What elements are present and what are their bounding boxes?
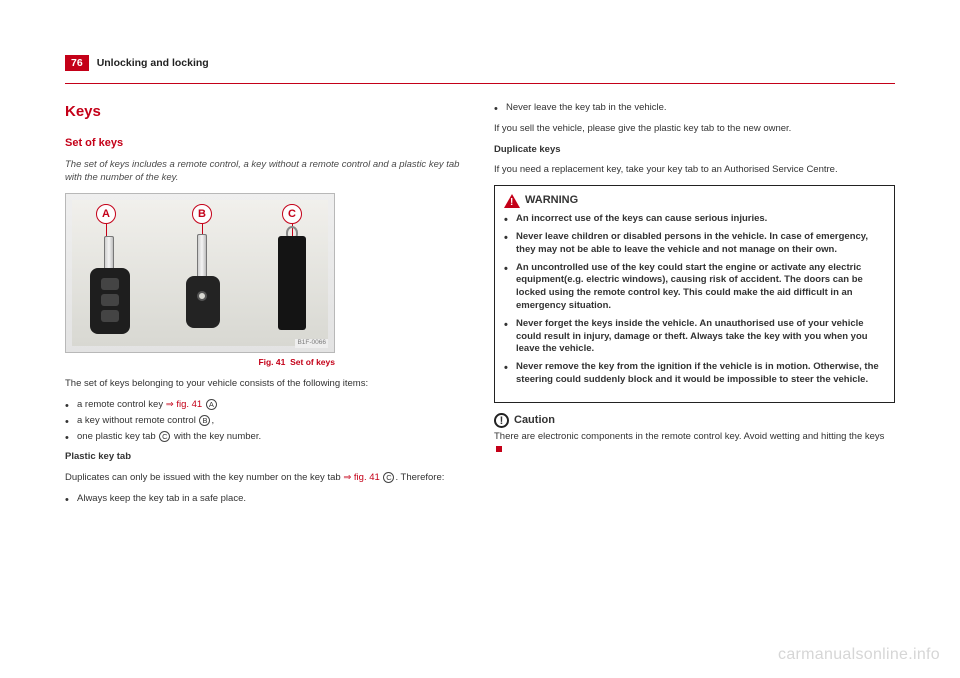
right-column: Never leave the key tab in the vehicle. … — [494, 102, 895, 514]
intro-text: The set of keys includes a remote contro… — [65, 159, 466, 185]
list-item: a key without remote control B, — [65, 415, 466, 428]
standard-key-icon — [186, 234, 220, 338]
warning-triangle-icon — [504, 194, 520, 208]
list-item: Never leave children or disabled persons… — [504, 231, 885, 257]
plastic-key-tab-heading: Plastic key tab — [65, 451, 466, 464]
header-rule — [65, 83, 895, 84]
list-item: one plastic key tab C with the key numbe… — [65, 431, 466, 444]
figure-ref: B1F-0066 — [295, 339, 328, 348]
manual-page: 76 Unlocking and locking Keys Set of key… — [0, 0, 960, 678]
figure-label-b: B — [192, 204, 212, 224]
ref-letter-c: C — [159, 431, 170, 442]
duplicates-text: Duplicates can only be issued with the k… — [65, 472, 466, 485]
section-title: Unlocking and locking — [97, 57, 209, 69]
page-number-badge: 76 — [65, 55, 89, 71]
warning-header: WARNING — [504, 193, 885, 208]
duplicate-keys-body: If you need a replacement key, take your… — [494, 164, 895, 177]
top-list: Never leave the key tab in the vehicle. — [494, 102, 895, 115]
list-item: Never leave the key tab in the vehicle. — [494, 102, 895, 115]
ref-letter-a: A — [206, 399, 217, 410]
heading-keys: Keys — [65, 102, 466, 122]
list-intro: The set of keys belonging to your vehicl… — [65, 378, 466, 391]
figure-caption: Fig. 41 Set of keys — [65, 357, 335, 368]
figure-label-a: A — [96, 204, 116, 224]
remote-key-icon — [84, 238, 136, 334]
caution-header: ! Caution — [494, 413, 895, 428]
watermark: carmanualsonline.info — [778, 646, 940, 664]
list-item: a remote control key ⇒ fig. 41 A — [65, 399, 466, 412]
sell-text: If you sell the vehicle, please give the… — [494, 123, 895, 136]
ref-letter-b: B — [199, 415, 210, 426]
figure-caption-num: Fig. 41 — [258, 357, 285, 367]
list-item: Never remove the key from the ignition i… — [504, 361, 885, 387]
therefore-list: Always keep the key tab in a safe place. — [65, 493, 466, 506]
list-item: An incorrect use of the keys can cause s… — [504, 213, 885, 226]
fig-link: ⇒ fig. 41 — [343, 472, 379, 483]
figure-caption-text: Set of keys — [290, 357, 335, 367]
ref-letter-c: C — [383, 472, 394, 483]
end-square-icon — [496, 446, 502, 452]
figure-set-of-keys: A B C B1F-0066 — [65, 193, 335, 353]
caution-body: There are electronic components in the r… — [494, 431, 895, 457]
list-item: Never forget the keys inside the vehicle… — [504, 318, 885, 356]
key-items-list: a remote control key ⇒ fig. 41 A a key w… — [65, 399, 466, 443]
warning-box: WARNING An incorrect use of the keys can… — [494, 185, 895, 403]
caution-label: Caution — [514, 413, 555, 428]
figure-label-c: C — [282, 204, 302, 224]
list-item: An uncontrolled use of the key could sta… — [504, 262, 885, 313]
left-column: Keys Set of keys The set of keys include… — [65, 102, 466, 514]
list-item: Always keep the key tab in a safe place. — [65, 493, 466, 506]
heading-set-of-keys: Set of keys — [65, 136, 466, 151]
fig-link: ⇒ fig. 41 — [166, 399, 202, 410]
caution-circle-icon: ! — [494, 413, 509, 428]
key-tab-icon — [278, 236, 306, 330]
warning-label: WARNING — [525, 193, 578, 208]
page-header: 76 Unlocking and locking — [65, 55, 895, 71]
warning-list: An incorrect use of the keys can cause s… — [504, 213, 885, 387]
duplicate-keys-heading: Duplicate keys — [494, 144, 895, 157]
content-columns: Keys Set of keys The set of keys include… — [65, 102, 895, 514]
